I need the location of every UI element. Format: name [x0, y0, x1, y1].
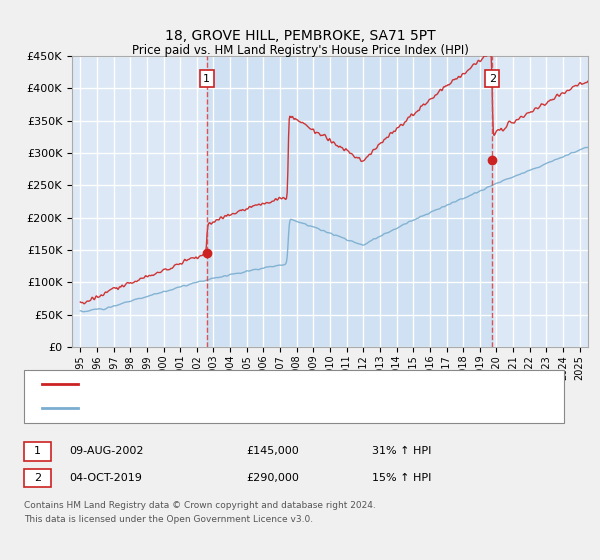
Text: 18, GROVE HILL, PEMBROKE, SA71 5PT (detached house): 18, GROVE HILL, PEMBROKE, SA71 5PT (deta…	[90, 380, 388, 390]
Text: Price paid vs. HM Land Registry's House Price Index (HPI): Price paid vs. HM Land Registry's House …	[131, 44, 469, 57]
Text: 31% ↑ HPI: 31% ↑ HPI	[372, 446, 431, 456]
Text: 18, GROVE HILL, PEMBROKE, SA71 5PT: 18, GROVE HILL, PEMBROKE, SA71 5PT	[164, 29, 436, 44]
Text: £290,000: £290,000	[246, 473, 299, 483]
Text: 2: 2	[34, 473, 41, 483]
Text: 2: 2	[489, 74, 496, 83]
Text: 1: 1	[34, 446, 41, 456]
Text: £145,000: £145,000	[246, 446, 299, 456]
Text: 15% ↑ HPI: 15% ↑ HPI	[372, 473, 431, 483]
Text: 04-OCT-2019: 04-OCT-2019	[69, 473, 142, 483]
Text: 09-AUG-2002: 09-AUG-2002	[69, 446, 143, 456]
Bar	[207, 56, 492, 347]
Text: Contains HM Land Registry data © Crown copyright and database right 2024.: Contains HM Land Registry data © Crown c…	[24, 501, 376, 510]
Text: 1: 1	[203, 74, 211, 83]
Text: This data is licensed under the Open Government Licence v3.0.: This data is licensed under the Open Gov…	[24, 515, 313, 524]
Text: HPI: Average price, detached house, Pembrokeshire: HPI: Average price, detached house, Pemb…	[90, 403, 360, 413]
